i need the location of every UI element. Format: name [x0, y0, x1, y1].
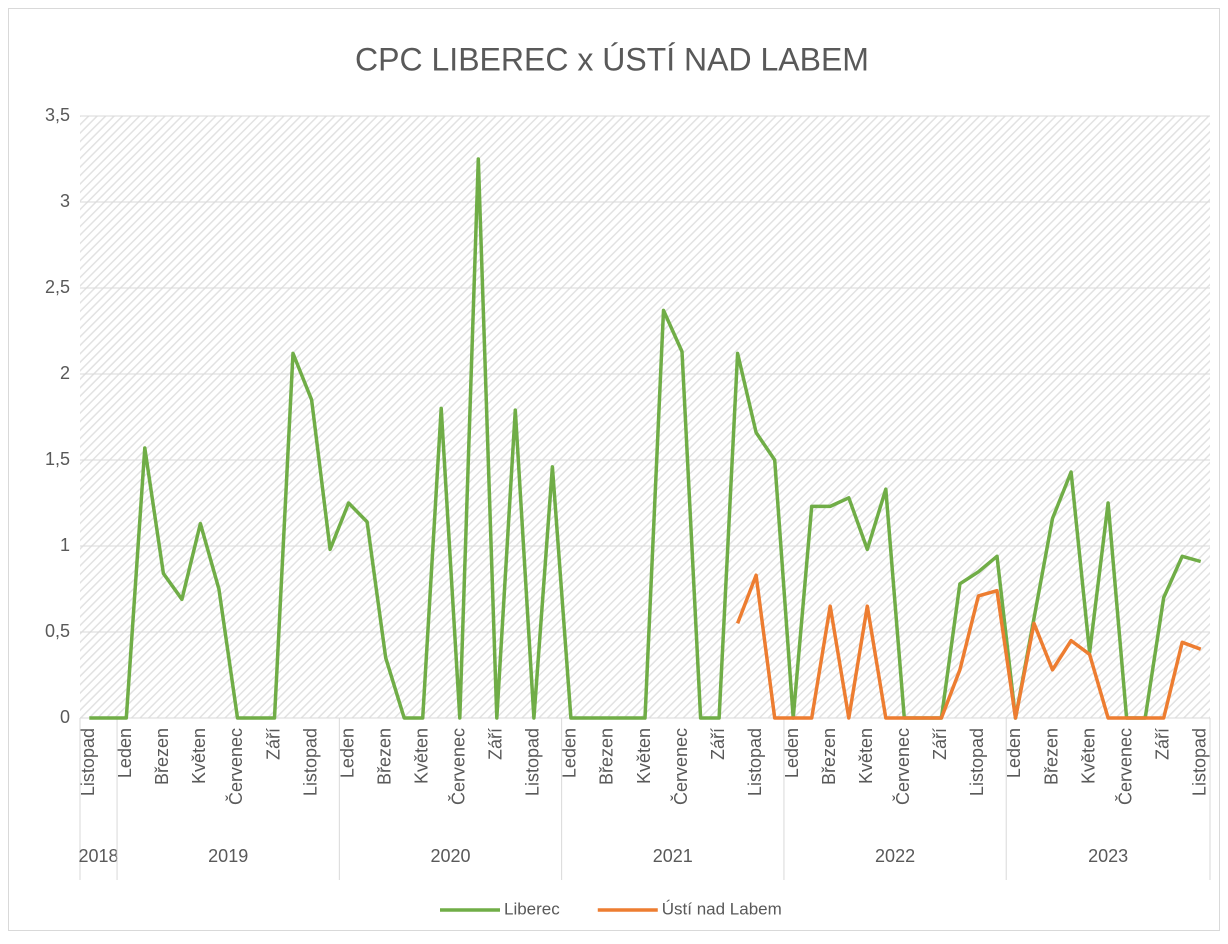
y-tick-label: 3,5 — [45, 105, 70, 125]
x-tick-label: Březen — [1041, 728, 1061, 785]
x-tick-label: Červenec — [225, 728, 246, 805]
x-tick-label: Listopad — [745, 728, 765, 796]
y-tick-label: 1 — [60, 535, 70, 555]
y-tick-label: 0,5 — [45, 621, 70, 641]
x-tick-label: Červenec — [892, 728, 913, 805]
x-tick-label: Květen — [411, 728, 431, 784]
x-tick-label: Březen — [152, 728, 172, 785]
year-label: 2021 — [653, 846, 693, 866]
x-tick-label: Květen — [1078, 728, 1098, 784]
x-tick-label: Září — [930, 728, 950, 760]
x-tick-label: Leden — [560, 728, 580, 778]
y-tick-label: 1,5 — [45, 449, 70, 469]
x-tick-label: Listopad — [78, 728, 98, 796]
year-label: 2023 — [1088, 846, 1128, 866]
legend-label: Ústí nad Labem — [662, 899, 782, 918]
year-label: 2020 — [430, 846, 470, 866]
x-tick-label: Květen — [634, 728, 654, 784]
x-tick-label: Květen — [189, 728, 209, 784]
y-tick-label: 2,5 — [45, 277, 70, 297]
x-tick-label: Září — [1152, 728, 1172, 760]
x-tick-label: Září — [486, 728, 506, 760]
x-tick-label: Listopad — [1189, 728, 1209, 796]
x-tick-label: Září — [708, 728, 728, 760]
x-tick-label: Březen — [597, 728, 617, 785]
x-tick-label: Březen — [374, 728, 394, 785]
x-tick-label: Červenec — [1114, 728, 1135, 805]
legend-label: Liberec — [504, 899, 560, 918]
x-tick-label: Leden — [337, 728, 357, 778]
year-label: 2022 — [875, 846, 915, 866]
plot-area — [80, 116, 1210, 718]
x-tick-label: Listopad — [967, 728, 987, 796]
y-tick-label: 3 — [60, 191, 70, 211]
y-tick-label: 0 — [60, 707, 70, 727]
x-tick-label: Leden — [115, 728, 135, 778]
series-line — [735, 573, 1202, 720]
x-tick-label: Leden — [782, 728, 802, 778]
y-tick-label: 2 — [60, 363, 70, 383]
x-tick-label: Březen — [819, 728, 839, 785]
year-label: 2018 — [79, 846, 119, 866]
x-tick-label: Červenec — [670, 728, 691, 805]
x-tick-label: Listopad — [523, 728, 543, 796]
x-tick-label: Leden — [1004, 728, 1024, 778]
x-tick-label: Listopad — [300, 728, 320, 796]
x-tick-label: Červenec — [448, 728, 469, 805]
chart-title: CPC LIBEREC x ÚSTÍ NAD LABEM — [355, 41, 869, 77]
year-label: 2019 — [208, 846, 248, 866]
x-tick-label: Září — [263, 728, 283, 760]
x-tick-label: Květen — [856, 728, 876, 784]
